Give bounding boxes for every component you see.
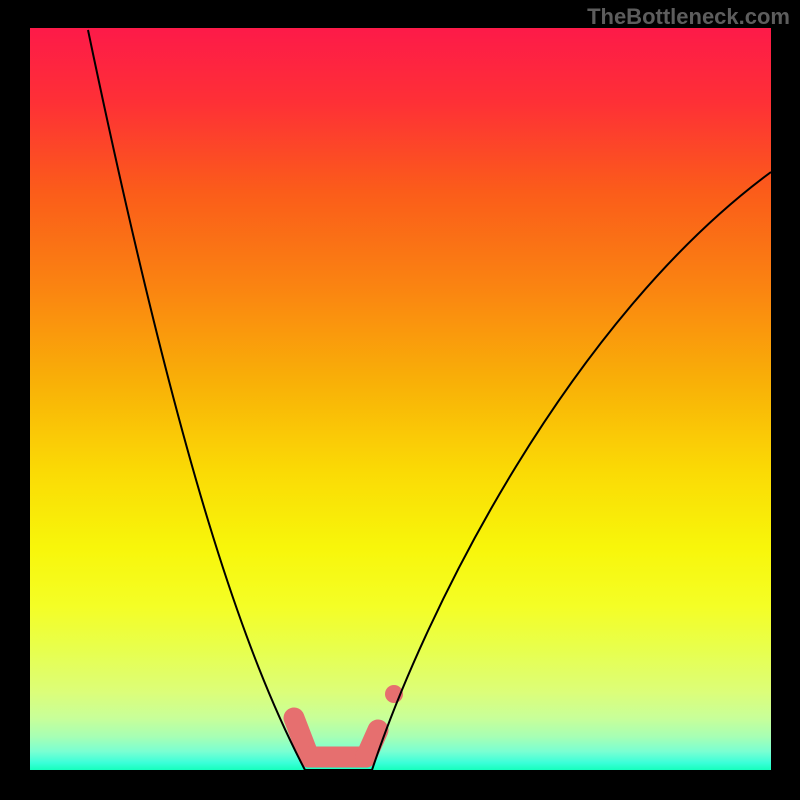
marker-segment xyxy=(366,730,378,757)
chart-container: TheBottleneck.com xyxy=(0,0,800,800)
gradient-background xyxy=(30,28,771,770)
bottleneck-curve-chart xyxy=(0,0,800,800)
watermark-text: TheBottleneck.com xyxy=(587,4,790,30)
